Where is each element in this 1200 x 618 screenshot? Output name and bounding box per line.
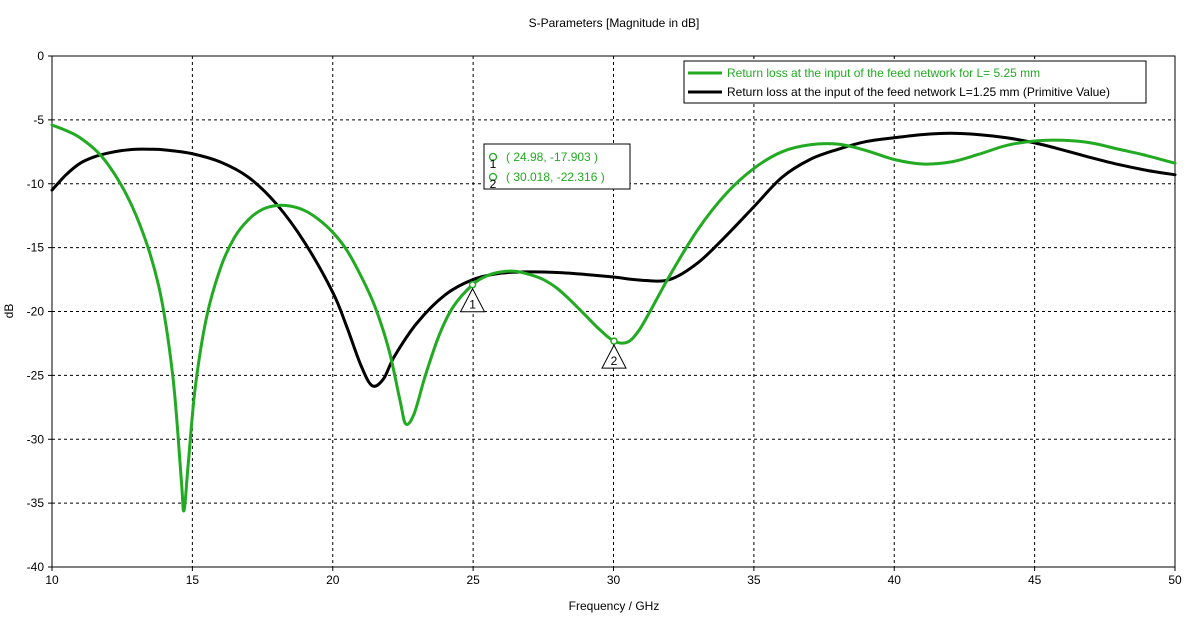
y-axis-ticks: 0 -5 -10 -15 -20 -25 -30 -35 -40 <box>27 49 52 574</box>
series-layer <box>50 123 1177 513</box>
x-tick-label: 30 <box>607 573 621 587</box>
marker-readout-id: 1 <box>490 157 497 171</box>
marker-flag-id: 2 <box>611 354 618 368</box>
y-tick-label: -10 <box>27 177 45 191</box>
marker-point <box>468 280 477 289</box>
legend-box <box>683 60 1147 104</box>
y-tick-label: -30 <box>27 432 45 446</box>
chart-title: S-Parameters [Magnitude in dB] <box>529 16 700 30</box>
marker-readout-id: 2 <box>490 177 497 191</box>
marker-readout-value: ( 24.98, -17.903 ) <box>506 150 598 164</box>
x-tick-label: 35 <box>747 573 761 587</box>
marker-flag <box>459 287 486 313</box>
marker-layer: 1 2 1 ( 24.98, -17.903 ) 2 ( 30.018, -22.316 … <box>459 143 631 369</box>
x-axis-label: Frequency / GHz <box>569 599 660 613</box>
legend: Return loss at the input of the feed net… <box>683 60 1147 104</box>
y-axis-label: dB <box>2 304 16 319</box>
y-tick-label: -20 <box>27 305 45 319</box>
x-tick-label: 50 <box>1168 573 1182 587</box>
marker-point <box>610 337 618 345</box>
y-tick-label: -25 <box>27 368 45 382</box>
x-tick-label: 15 <box>186 573 200 587</box>
series-line-l-5-25mm <box>50 123 1177 513</box>
x-tick-label: 45 <box>1028 573 1042 587</box>
y-tick-label: 0 <box>37 49 44 63</box>
marker-flag <box>601 344 627 369</box>
marker-readout-icon <box>488 172 498 182</box>
x-tick-label: 25 <box>466 573 480 587</box>
y-tick-label: -15 <box>27 241 45 255</box>
x-tick-label: 40 <box>888 573 902 587</box>
marker-readout-box <box>483 143 631 190</box>
marker-readout-icon <box>488 152 498 162</box>
x-tick-label: 20 <box>326 573 340 587</box>
y-tick-label: -35 <box>27 496 45 510</box>
y-tick-label: -5 <box>33 113 44 127</box>
x-tick-label: 10 <box>45 573 59 587</box>
legend-label: Return loss at the input of the feed net… <box>727 85 1110 99</box>
legend-label: Return loss at the input of the feed net… <box>727 66 1040 80</box>
marker-readout-value: ( 30.018, -22.316 ) <box>506 170 605 184</box>
y-tick-label: -40 <box>27 560 45 574</box>
marker-flag-id: 1 <box>469 298 476 312</box>
x-axis-ticks: 10 15 20 25 30 35 40 45 50 <box>45 567 1182 587</box>
